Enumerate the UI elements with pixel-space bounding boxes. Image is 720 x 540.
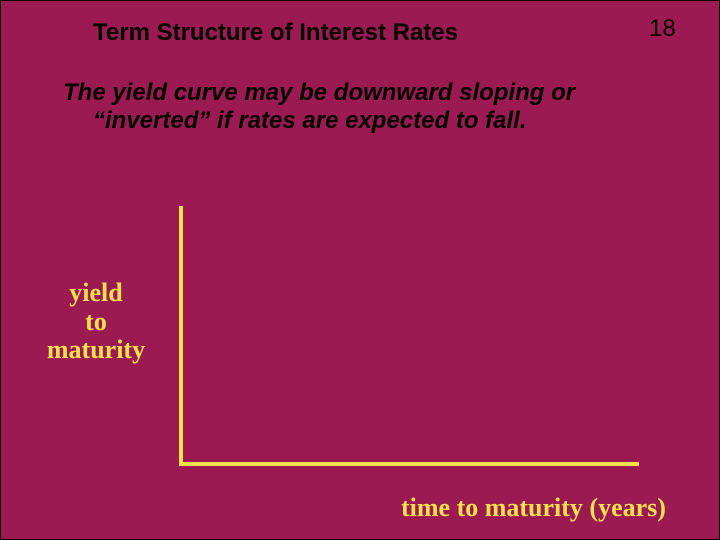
x-axis-label: time to maturity (years) bbox=[401, 494, 711, 523]
body-text: The yield curve may be downward sloping … bbox=[63, 79, 575, 134]
chart-axes bbox=[179, 206, 639, 466]
page-number: 18 bbox=[649, 15, 676, 43]
body-line2: “inverted” if rates are expected to fall… bbox=[93, 107, 527, 134]
y-axis-label: yieldtomaturity bbox=[31, 279, 161, 365]
slide-root: Term Structure of Interest Rates 18 The … bbox=[0, 0, 720, 540]
slide-title: Term Structure of Interest Rates bbox=[93, 19, 458, 47]
body-line1: The yield curve may be downward sloping … bbox=[63, 79, 575, 106]
